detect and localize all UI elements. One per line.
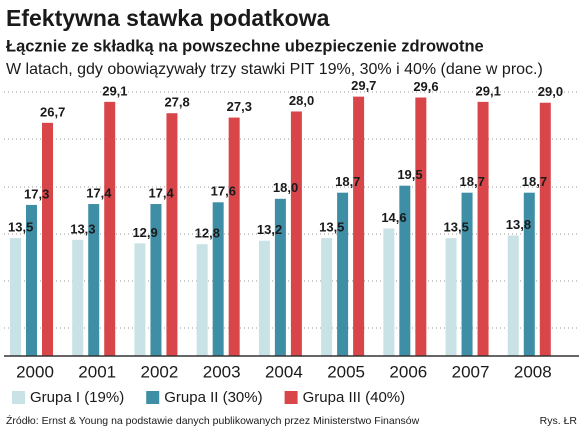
value-label: 14,6 bbox=[381, 210, 406, 225]
value-label: 19,5 bbox=[397, 167, 422, 182]
value-label: 12,9 bbox=[132, 225, 157, 240]
value-label: 13,8 bbox=[506, 217, 531, 232]
value-label: 26,7 bbox=[40, 104, 65, 119]
bar bbox=[353, 96, 365, 357]
value-label: 13,5 bbox=[319, 220, 344, 235]
bar bbox=[150, 204, 162, 356]
credit: Rys. ŁR bbox=[540, 415, 578, 427]
bar bbox=[134, 243, 146, 356]
value-label: 29,0 bbox=[538, 84, 563, 99]
bar bbox=[72, 239, 84, 356]
x-tick-label: 2007 bbox=[452, 362, 490, 381]
value-label: 18,0 bbox=[273, 180, 298, 195]
chart-title: Efektywna stawka podatkowa bbox=[6, 5, 330, 31]
bar bbox=[399, 185, 411, 356]
value-label: 13,2 bbox=[257, 222, 282, 237]
bar bbox=[212, 202, 224, 356]
bar bbox=[290, 111, 302, 356]
bar bbox=[461, 192, 473, 356]
x-tick-label: 2001 bbox=[78, 362, 116, 381]
value-label: 13,5 bbox=[444, 220, 469, 235]
legend-swatch bbox=[146, 391, 160, 404]
bar bbox=[539, 102, 551, 356]
source: Źródło: Ernst & Young na podstawie danyc… bbox=[6, 414, 420, 427]
bar bbox=[507, 235, 519, 356]
bar bbox=[104, 101, 116, 356]
value-label: 17,4 bbox=[86, 185, 112, 200]
bar bbox=[88, 204, 100, 356]
bar bbox=[228, 117, 240, 356]
value-label: 13,3 bbox=[70, 221, 95, 236]
bar bbox=[321, 238, 333, 356]
legend-swatch bbox=[284, 391, 298, 404]
value-label: 27,8 bbox=[164, 95, 189, 110]
chart-description: W latach, gdy obowiązywały trzy stawki P… bbox=[6, 61, 543, 78]
x-tick-label: 2000 bbox=[16, 362, 54, 381]
bar bbox=[10, 238, 21, 356]
x-tick-label: 2008 bbox=[514, 362, 552, 381]
value-label: 29,1 bbox=[476, 83, 501, 98]
value-label: 12,8 bbox=[195, 226, 220, 241]
bar bbox=[337, 192, 349, 356]
legend-label: Grupa I (19%) bbox=[30, 389, 124, 406]
legend-label: Grupa III (40%) bbox=[303, 389, 406, 406]
bar bbox=[42, 122, 53, 356]
value-label: 27,3 bbox=[227, 99, 252, 114]
value-label: 28,0 bbox=[289, 93, 314, 108]
bar bbox=[477, 101, 489, 356]
value-label: 18,7 bbox=[522, 174, 547, 189]
x-tick-label: 2003 bbox=[203, 362, 241, 381]
value-label: 18,7 bbox=[460, 174, 485, 189]
value-label: 29,6 bbox=[413, 79, 438, 94]
value-label: 29,1 bbox=[102, 83, 127, 98]
bar bbox=[274, 198, 286, 356]
bar bbox=[258, 240, 270, 356]
value-label: 18,7 bbox=[335, 174, 360, 189]
bar bbox=[523, 192, 535, 356]
value-label: 17,4 bbox=[148, 185, 174, 200]
value-label: 29,7 bbox=[351, 78, 376, 93]
bar bbox=[383, 228, 395, 356]
bar bbox=[26, 204, 37, 356]
x-tick-label: 2002 bbox=[141, 362, 179, 381]
legend-label: Grupa II (30%) bbox=[164, 389, 262, 406]
legend-swatch bbox=[12, 391, 25, 404]
bar bbox=[445, 238, 457, 356]
chart-subtitle: Łącznie ze składką na powszechne ubezpie… bbox=[6, 37, 484, 55]
x-tick-label: 2005 bbox=[327, 362, 365, 381]
value-label: 17,6 bbox=[211, 184, 236, 199]
bar bbox=[415, 97, 427, 356]
bar bbox=[196, 244, 208, 356]
bar bbox=[166, 113, 178, 356]
x-tick-label: 2004 bbox=[265, 362, 303, 381]
value-label: 13,5 bbox=[8, 220, 33, 235]
value-label: 17,3 bbox=[24, 186, 49, 201]
x-tick-label: 2006 bbox=[389, 362, 427, 381]
